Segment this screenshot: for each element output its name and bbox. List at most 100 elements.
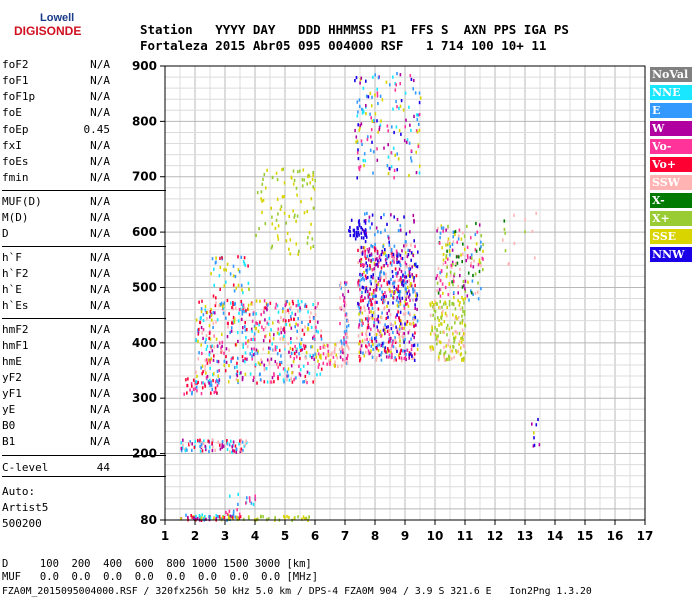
data-point	[360, 257, 363, 262]
data-point	[210, 313, 213, 317]
data-point	[368, 247, 371, 251]
data-point	[206, 344, 209, 348]
data-point	[283, 181, 286, 185]
param-name: MUF(D)	[2, 195, 42, 208]
data-point	[411, 265, 413, 269]
data-point	[384, 228, 386, 232]
data-point	[282, 378, 285, 382]
data-point	[225, 360, 228, 364]
data-point	[376, 94, 379, 98]
data-point	[374, 300, 376, 305]
data-point	[200, 366, 202, 370]
data-point	[310, 311, 312, 315]
data-point	[289, 252, 292, 256]
data-point	[344, 281, 346, 285]
data-point	[228, 312, 230, 316]
data-point	[316, 348, 319, 353]
auto-code: 500200	[2, 517, 42, 530]
data-point	[384, 346, 387, 350]
data-point	[260, 197, 262, 201]
data-point	[267, 322, 270, 326]
data-point	[418, 113, 421, 117]
data-point	[242, 303, 245, 307]
legend-item: NNW	[650, 247, 692, 262]
data-point	[534, 256, 536, 260]
data-point	[186, 391, 188, 395]
data-point	[296, 214, 299, 218]
data-point	[389, 289, 391, 293]
data-point	[201, 513, 203, 517]
data-point	[464, 297, 466, 301]
data-point	[394, 336, 396, 340]
data-point	[370, 258, 372, 263]
data-point	[363, 164, 365, 168]
data-point	[212, 294, 215, 298]
data-point	[472, 265, 475, 269]
data-point	[344, 332, 347, 336]
data-point	[346, 343, 348, 348]
data-point	[355, 76, 358, 80]
data-point	[307, 322, 310, 327]
data-point	[263, 380, 266, 384]
legend-item: Vo+	[650, 157, 692, 172]
data-point	[368, 267, 371, 271]
data-point	[265, 367, 268, 371]
data-point	[234, 515, 236, 519]
data-point	[234, 301, 236, 306]
data-point	[461, 321, 463, 325]
data-point	[329, 362, 331, 367]
data-point	[232, 512, 235, 516]
data-point	[407, 331, 410, 335]
data-point	[287, 341, 290, 346]
param-name: yF2	[2, 371, 22, 384]
data-point	[399, 310, 402, 314]
data-point	[222, 311, 225, 315]
data-point	[393, 358, 395, 363]
data-point	[387, 347, 389, 351]
param-name: hmF1	[2, 339, 29, 352]
data-point	[443, 352, 446, 356]
data-point	[438, 241, 441, 245]
data-point	[404, 322, 406, 326]
data-point	[344, 300, 346, 305]
data-point	[220, 301, 223, 305]
data-point	[197, 380, 199, 384]
data-point	[244, 360, 246, 364]
data-point	[271, 222, 274, 226]
data-point	[328, 359, 330, 363]
data-point	[407, 248, 409, 252]
data-point	[231, 515, 234, 519]
data-point	[191, 515, 193, 519]
data-point	[302, 364, 305, 368]
data-point	[320, 367, 323, 371]
data-point	[437, 355, 440, 359]
data-point	[394, 290, 397, 294]
data-point	[401, 281, 403, 285]
data-point	[387, 340, 390, 344]
data-point	[360, 299, 362, 303]
data-point	[447, 257, 449, 261]
data-point	[437, 334, 439, 338]
data-point	[452, 235, 454, 239]
data-point	[369, 112, 371, 116]
data-point	[226, 439, 228, 443]
data-point	[299, 309, 301, 313]
data-point	[358, 167, 361, 172]
data-point	[406, 348, 409, 352]
data-point	[295, 355, 298, 359]
data-point	[301, 184, 304, 188]
data-point	[297, 309, 299, 313]
data-point	[453, 296, 455, 300]
data-point	[276, 234, 279, 238]
header-values: Fortaleza 2015 Abr05 095 004000 RSF 1 71…	[140, 38, 547, 53]
data-point	[374, 242, 376, 246]
data-point	[277, 224, 280, 228]
data-point	[398, 128, 401, 133]
data-point	[241, 343, 244, 347]
data-point	[266, 168, 268, 172]
auto-artist: Artist5	[2, 501, 49, 514]
y-tick-label: 300	[132, 391, 157, 405]
data-point	[531, 422, 533, 426]
data-point	[239, 449, 241, 453]
data-point	[195, 514, 197, 518]
